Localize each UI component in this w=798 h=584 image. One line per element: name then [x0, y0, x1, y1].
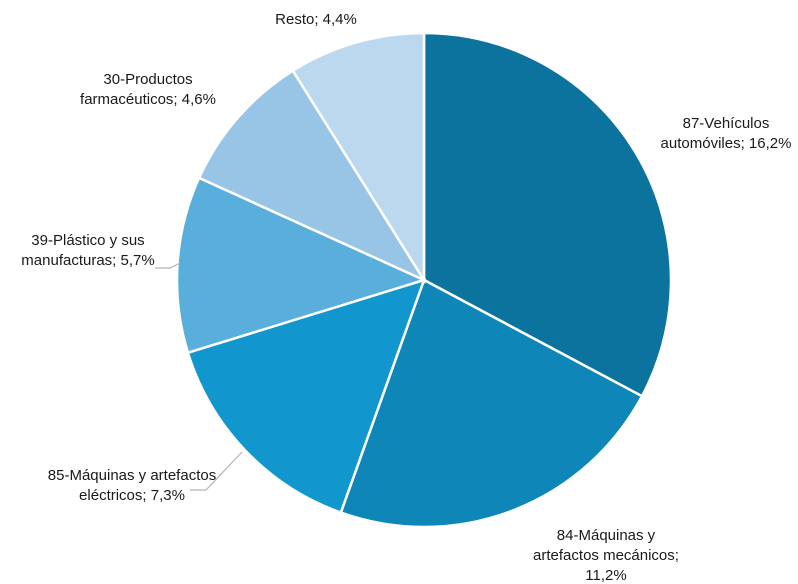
- leader-line-3: [190, 451, 243, 491]
- slice-label-line: Resto; 4,4%: [275, 11, 357, 28]
- pie-slices: [175, 31, 673, 529]
- pie-slice-6: [291, 31, 426, 285]
- slice-label-6: Resto; 4,4%: [275, 11, 357, 28]
- pie-slice-5: [197, 68, 428, 283]
- slice-label-line: farmacéuticos; 4,6%: [80, 91, 216, 108]
- leader-lines: [155, 262, 243, 491]
- slice-label-line: automóviles; 16,2%: [661, 135, 792, 152]
- slice-labels: 87-Vehículos automóviles; 16,2% 84-Máquina…: [21, 11, 791, 584]
- pie-slice-1: [422, 31, 673, 398]
- slice-label-line: 30-Productos: [103, 71, 192, 88]
- slice-label-line: manufacturas; 5,7%: [21, 252, 154, 269]
- slice-label-5: 30-Productos farmacéuticos; 4,6%: [80, 71, 216, 108]
- slice-label-line: 85-Máquinas y artefactos: [48, 467, 216, 484]
- slice-label-line: eléctricos; 7,3%: [79, 487, 185, 504]
- slice-label-line: 87-Vehículos: [683, 115, 770, 132]
- slice-label-2: 84-Máquinas y artefactos mecánicos; 11,2%: [533, 527, 679, 584]
- leader-line-4: [155, 262, 181, 269]
- slice-label-3: 85-Máquinas y artefactos eléctricos; 7,3%: [48, 467, 216, 504]
- slice-label-1: 87-Vehículos automóviles; 16,2%: [661, 115, 792, 152]
- slice-label-line: 84-Máquinas y: [557, 527, 656, 544]
- slice-label-4: 39-Plástico y sus manufacturas; 5,7%: [21, 232, 154, 269]
- slice-label-line: 39-Plástico y sus: [31, 232, 144, 249]
- slice-label-line: 11,2%: [585, 567, 626, 584]
- pie-slice-3: [186, 278, 427, 515]
- pie-slice-2: [339, 278, 644, 529]
- slice-label-line: artefactos mecánicos;: [533, 547, 679, 564]
